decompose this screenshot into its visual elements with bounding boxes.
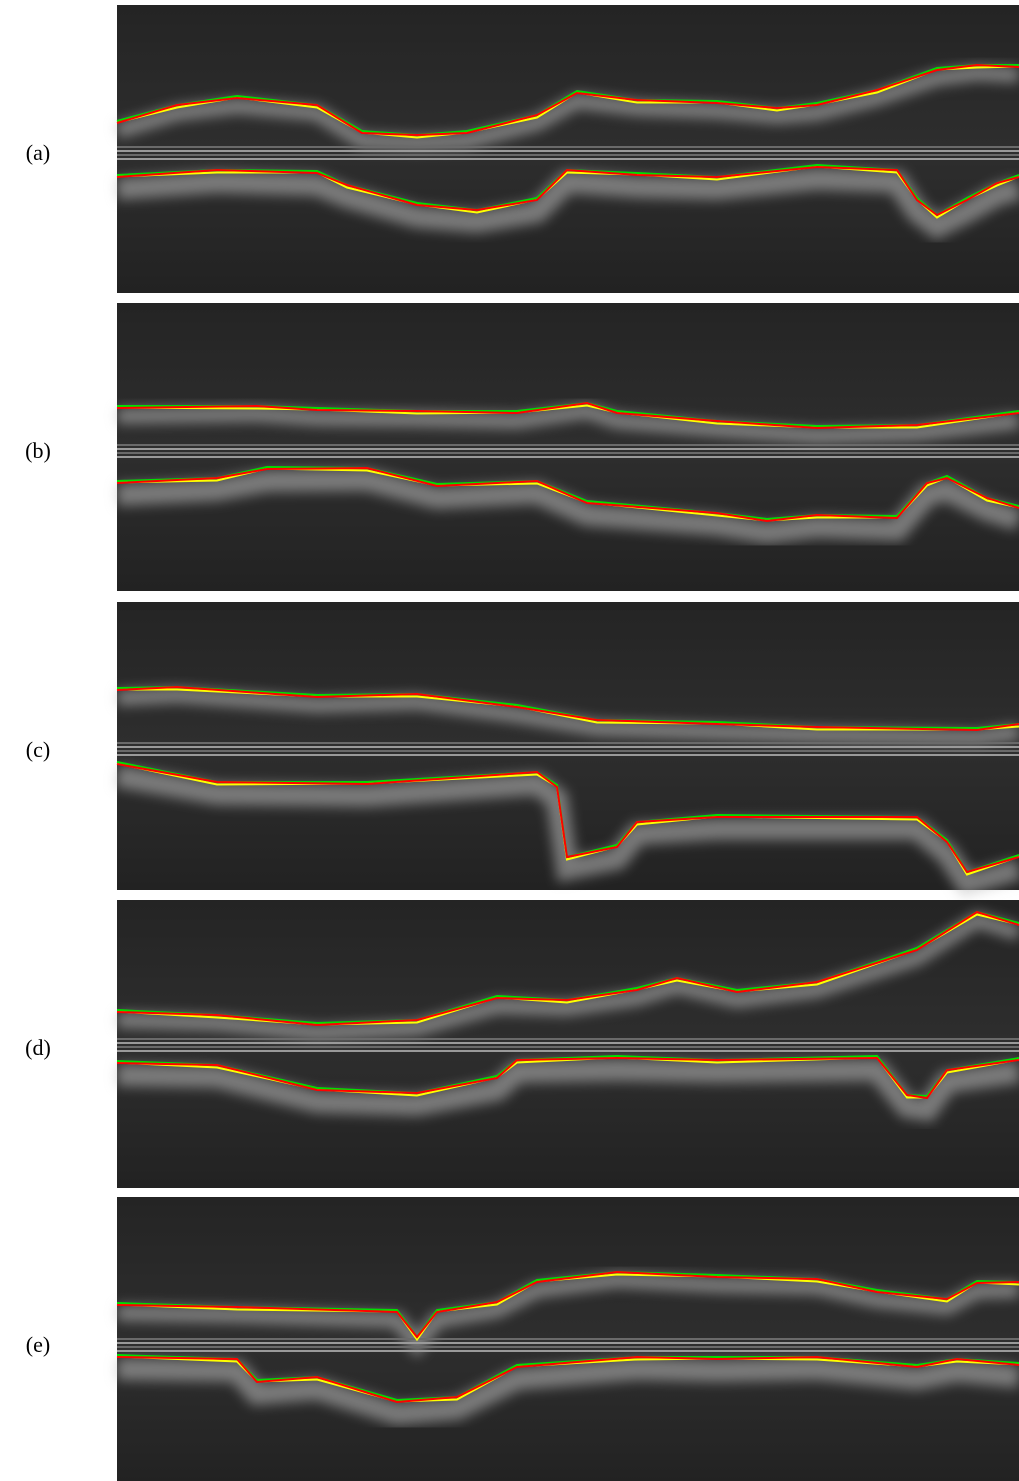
center-band — [117, 1350, 1019, 1352]
boundary-upper — [116, 685, 1019, 732]
glow-lower — [116, 1357, 1019, 1426]
center-band — [117, 146, 1019, 148]
image-panel — [116, 900, 1019, 1188]
glow-upper — [116, 402, 1019, 445]
boundary-upper — [116, 63, 1019, 137]
boundary-upper — [116, 910, 1019, 1025]
tissue-glow — [116, 911, 1019, 1122]
center-band — [117, 456, 1019, 458]
image-panel — [115, 602, 1019, 897]
center-band — [117, 1342, 1019, 1344]
tissue-glow — [116, 402, 1019, 545]
image-background — [117, 5, 1019, 293]
boundary-upper — [116, 401, 1019, 430]
glow-upper — [116, 1271, 1019, 1358]
boundary-lower — [116, 1354, 1019, 1402]
center-band — [117, 750, 1019, 752]
tissue-glow — [115, 686, 1019, 897]
glow-upper — [114, 64, 1019, 152]
center-band — [117, 150, 1019, 152]
panel-label: (d) — [25, 1035, 51, 1060]
glow-lower — [116, 1058, 1019, 1122]
boundary-upper — [116, 1270, 1019, 1339]
boundary-upper — [116, 910, 1019, 1027]
boundary-lower — [116, 165, 1019, 217]
boundary-lower — [116, 763, 1019, 874]
center-band — [117, 1346, 1019, 1348]
center-band — [117, 742, 1019, 744]
tissue-glow — [116, 1271, 1019, 1426]
panel-label: (b) — [25, 438, 51, 463]
image-panel — [116, 1197, 1019, 1481]
boundary-lower — [116, 1355, 1019, 1404]
center-band — [117, 448, 1019, 450]
boundary-lower — [116, 761, 1019, 874]
center-band — [117, 1338, 1019, 1340]
center-band — [117, 1042, 1019, 1044]
panel-label: (c) — [26, 737, 50, 762]
panel-label: (e) — [26, 1332, 50, 1357]
glow-upper — [116, 686, 1019, 747]
boundary-lower — [116, 466, 1019, 523]
glow-lower — [115, 765, 1019, 897]
center-band — [117, 1050, 1019, 1052]
center-band — [117, 754, 1019, 756]
center-band — [117, 158, 1019, 160]
panel-label: (a) — [26, 140, 50, 165]
image-panel — [116, 303, 1019, 591]
center-band — [117, 154, 1019, 156]
center-band — [117, 452, 1019, 454]
image-background — [117, 303, 1019, 591]
image-panel — [114, 5, 1019, 293]
center-band — [117, 1038, 1019, 1040]
glow-upper — [116, 911, 1019, 1042]
center-band — [117, 444, 1019, 446]
center-band — [117, 746, 1019, 748]
tissue-glow — [114, 64, 1019, 240]
glow-lower — [116, 167, 1019, 240]
boundary-lower — [116, 1056, 1019, 1100]
boundary-lower — [116, 1054, 1019, 1098]
center-band — [117, 1046, 1019, 1048]
glow-lower — [116, 468, 1019, 545]
